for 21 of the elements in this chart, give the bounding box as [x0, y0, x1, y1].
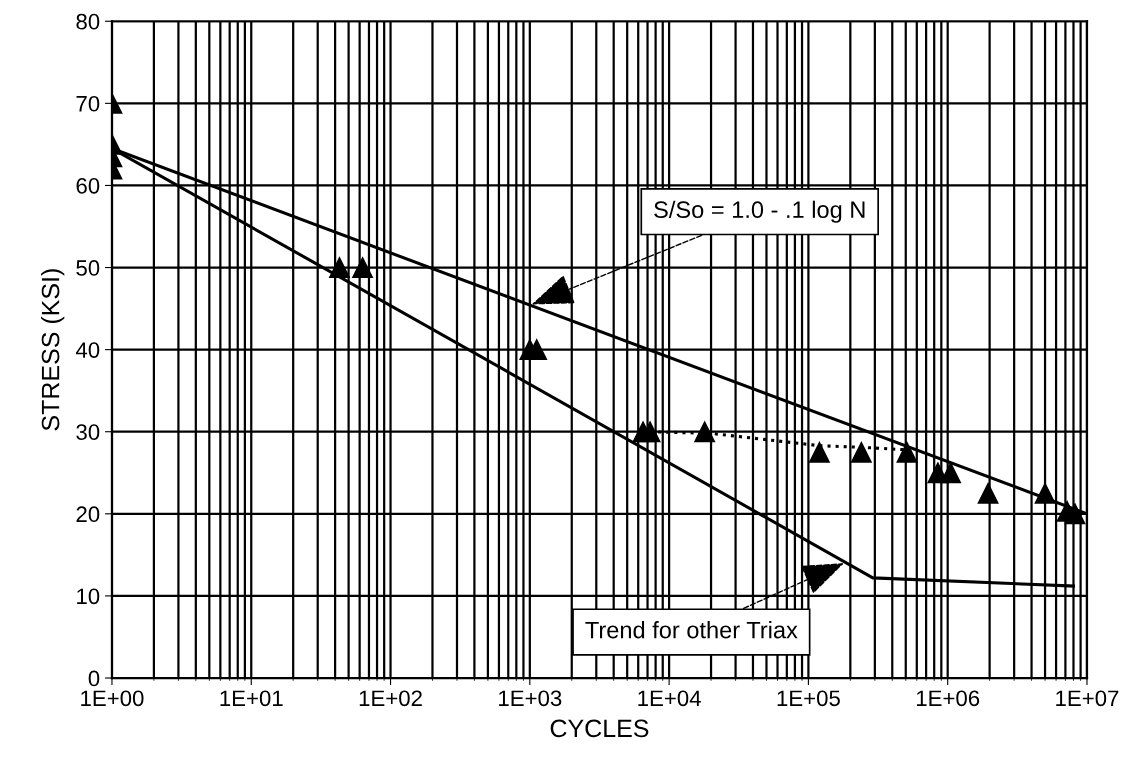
y-tick-label: 10: [77, 588, 100, 605]
x-tick-label: 1E+07: [1056, 690, 1119, 707]
x-tick-label: 1E+00: [81, 690, 144, 707]
x-tick-label: 1E+03: [499, 690, 562, 707]
x-tick-label: 1E+02: [359, 690, 422, 707]
x-axis-title: CYCLES: [550, 719, 649, 738]
annotation: Trend for other Triax: [585, 621, 798, 639]
x-tick-label: 1E+05: [777, 690, 840, 707]
y-tick-label: 50: [76, 260, 100, 276]
y-tick-label: 0: [88, 670, 100, 687]
y-tick-label: 40: [75, 342, 100, 358]
x-tick-label: 1E+01: [220, 690, 283, 707]
x-tick-label: 1E+06: [916, 690, 980, 707]
y-axis-title: STRESS (KSI): [41, 269, 65, 431]
x-tick-label: 1E+04: [638, 690, 701, 707]
annotation: S/So = 1.0 - .1 log N: [654, 200, 865, 223]
y-tick-label: 70: [76, 95, 100, 112]
y-tick-label: 80: [76, 13, 100, 30]
y-tick-label: 60: [76, 177, 100, 194]
y-tick-label: 20: [76, 506, 100, 523]
y-tick-label: 30: [76, 424, 100, 440]
